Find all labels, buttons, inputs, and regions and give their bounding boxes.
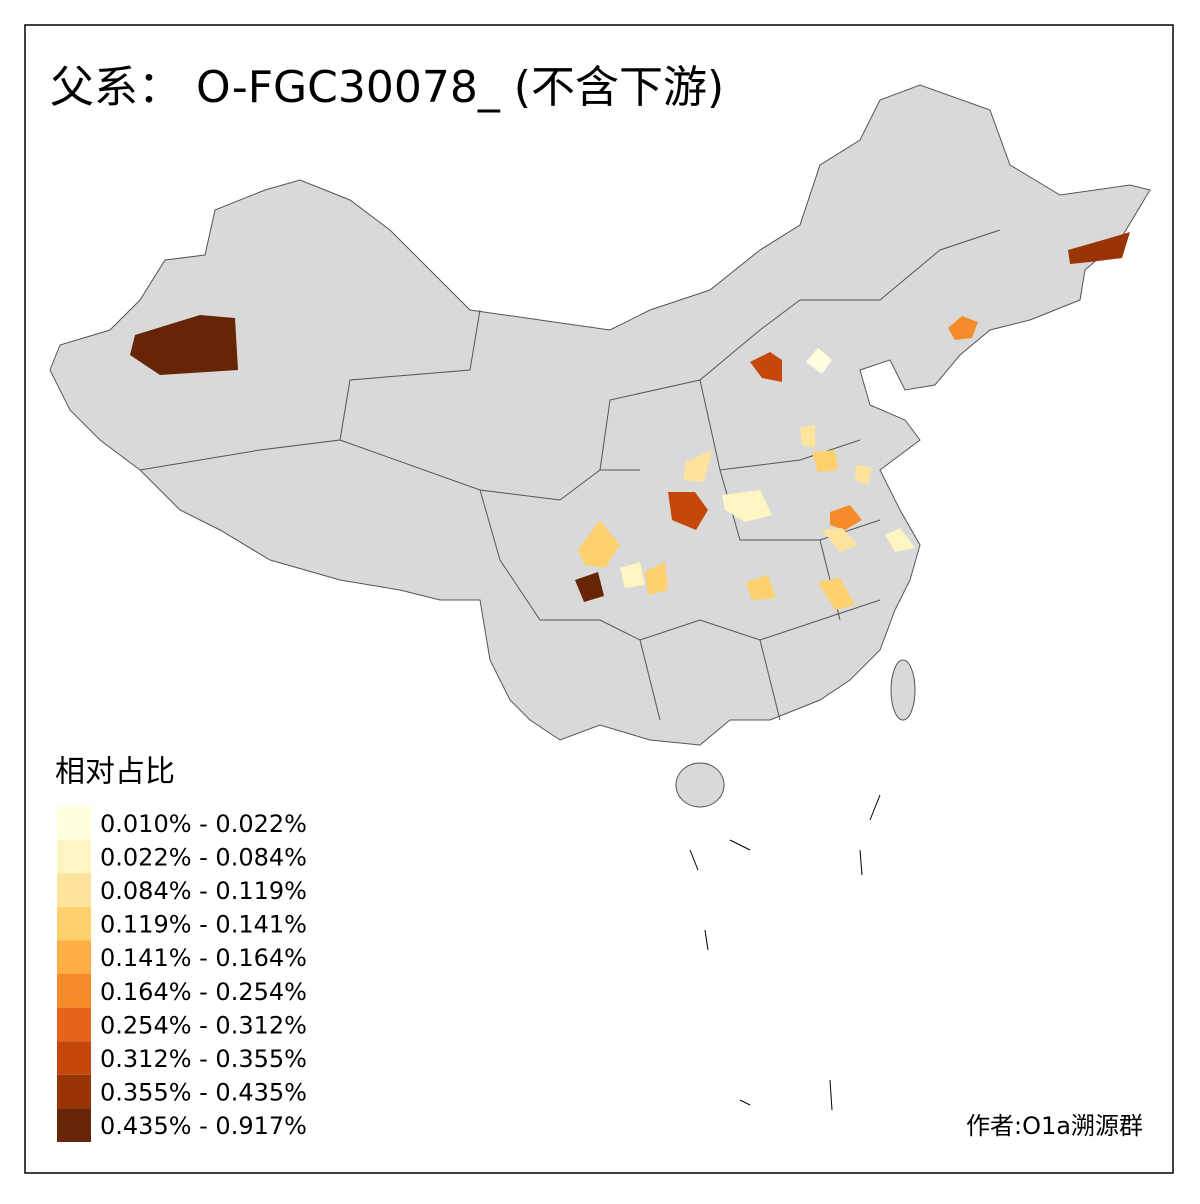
islands bbox=[689, 794, 881, 1111]
legend-swatch bbox=[57, 974, 91, 1008]
region bbox=[750, 352, 782, 382]
legend-label: 0.119% - 0.141% bbox=[100, 911, 307, 939]
hainan bbox=[675, 762, 725, 808]
region bbox=[575, 572, 604, 602]
region bbox=[645, 562, 668, 595]
legend: 0.010% - 0.022% 0.022% - 0.084% 0.084% - 0… bbox=[57, 806, 307, 1142]
region bbox=[1068, 232, 1130, 264]
region bbox=[818, 578, 855, 610]
legend-label: 0.010% - 0.022% bbox=[100, 810, 307, 838]
legend-label: 0.084% - 0.119% bbox=[100, 877, 307, 905]
region bbox=[855, 465, 872, 485]
china-map bbox=[49, 84, 1151, 1111]
legend-title: 相对占比 bbox=[55, 755, 175, 790]
legend-swatch bbox=[57, 1041, 91, 1075]
legend-swatch bbox=[57, 1007, 91, 1042]
region bbox=[722, 490, 772, 522]
region bbox=[668, 492, 708, 530]
legend-label: 0.254% - 0.312% bbox=[100, 1011, 307, 1039]
legend-swatch bbox=[57, 839, 91, 874]
region bbox=[948, 316, 978, 340]
region bbox=[885, 528, 915, 552]
legend-swatch bbox=[57, 806, 91, 840]
country-outline bbox=[49, 84, 1151, 746]
legend-label: 0.022% - 0.084% bbox=[100, 843, 307, 871]
legend-label: 0.141% - 0.164% bbox=[100, 944, 307, 972]
legend-swatch bbox=[57, 940, 91, 974]
region bbox=[806, 348, 832, 374]
taiwan bbox=[890, 659, 916, 721]
region bbox=[830, 505, 862, 530]
region bbox=[800, 425, 815, 448]
region bbox=[822, 528, 858, 552]
author-credit: 作者:O1a溯源群 bbox=[966, 1112, 1143, 1140]
legend-label: 0.435% - 0.917% bbox=[100, 1112, 307, 1140]
region bbox=[130, 315, 238, 375]
region bbox=[578, 520, 620, 568]
region bbox=[684, 450, 712, 482]
region bbox=[620, 562, 645, 588]
legend-swatch bbox=[57, 1074, 91, 1109]
region bbox=[812, 450, 838, 472]
legend-swatch bbox=[57, 906, 91, 941]
legend-label: 0.355% - 0.435% bbox=[100, 1079, 307, 1107]
legend-swatch bbox=[57, 873, 91, 907]
legend-label: 0.312% - 0.355% bbox=[100, 1045, 307, 1073]
legend-swatch bbox=[57, 1108, 91, 1142]
region bbox=[746, 575, 776, 600]
map-title: 父系： O-FGC30078_ (不含下游) bbox=[50, 62, 724, 113]
legend-label: 0.164% - 0.254% bbox=[100, 978, 307, 1006]
